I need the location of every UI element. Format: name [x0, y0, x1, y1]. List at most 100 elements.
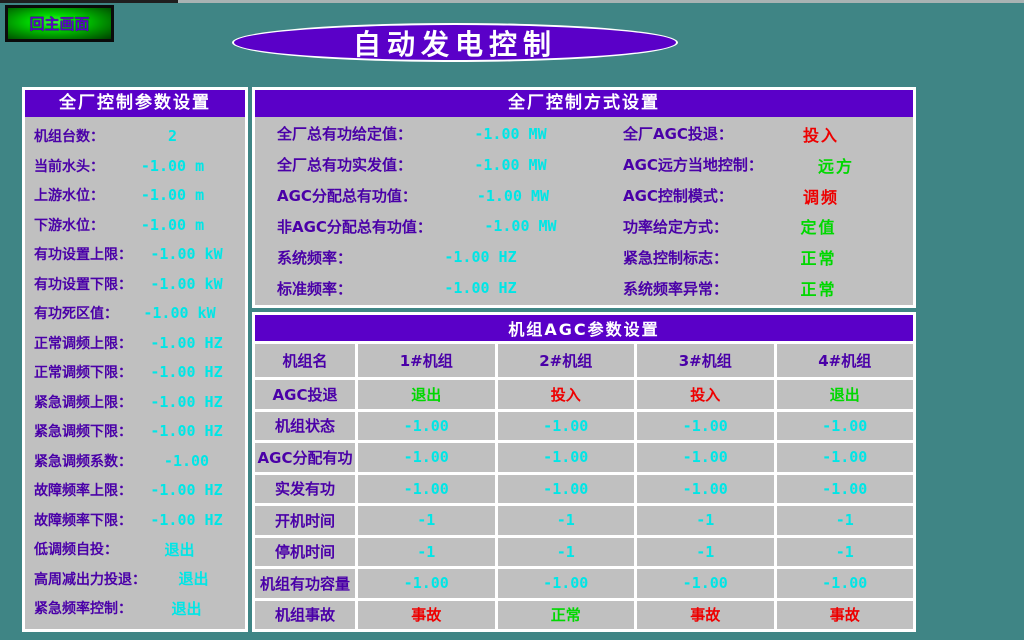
- mode-value-row-value: -1.00 MW: [476, 186, 550, 205]
- mode-value-row-value: -1.00 HZ: [444, 279, 517, 298]
- param-row-label: 上游水位：: [34, 188, 104, 204]
- param-row: 紧急调频上限： -1.00 HZ: [25, 388, 245, 416]
- param-row: 机组台数： 2: [25, 122, 245, 150]
- param-row-value: 退出: [171, 599, 202, 618]
- unit-cell-value: -1.00: [497, 443, 634, 472]
- unit-row-label: 机组状态: [255, 411, 355, 440]
- param-row: 紧急频率控制： 退出: [25, 594, 245, 622]
- param-row-value: 退出: [164, 540, 195, 559]
- control-mode-panel: 全厂控制方式设置 全厂总有功给定值： -1.00 MW 全厂总有功实发值： -1.00…: [252, 87, 916, 308]
- unit-cell-value: -1.00: [637, 411, 774, 440]
- mode-value-row-value: -1.00 MW: [484, 217, 557, 236]
- mode-status-row-value: 正常: [800, 249, 837, 269]
- mode-status-row-label: 系统频率异常：: [623, 279, 729, 298]
- param-row-label: 紧急调频下限：: [34, 424, 132, 440]
- unit-column-header: 2#机组: [497, 344, 634, 377]
- param-row: 低调频自投： 退出: [25, 535, 245, 563]
- plant-parameter-panel-header: 全厂控制参数设置: [25, 90, 245, 117]
- back-to-main-label: 回主画面: [29, 15, 90, 33]
- unit-row-label: 停机时间: [255, 537, 355, 566]
- param-row: 高周减出力投退： 退出: [25, 565, 245, 593]
- top-edge-light-strip: [178, 0, 1024, 3]
- param-row-value: -1.00 HZ: [150, 481, 223, 499]
- param-row-value: -1.00 HZ: [150, 510, 223, 529]
- unit-agc-table-header: 机组AGC参数设置: [255, 315, 913, 341]
- unit-cell-value: -1.00: [497, 474, 634, 503]
- unit-cell-value: 事故: [358, 600, 495, 629]
- mode-status-row: AGC远方当地控制： 远方: [613, 151, 913, 179]
- param-row-value: 2: [167, 127, 178, 145]
- param-row-value: -1.00 m: [140, 186, 205, 204]
- page-title: 自动发电控制: [352, 27, 557, 61]
- mode-status-row: AGC控制模式： 调频: [613, 182, 913, 210]
- unit-row-label: 机组有功容量: [255, 569, 355, 598]
- param-row-label: 有功设置下限：: [34, 276, 132, 293]
- param-row: 有功设置下限： -1.00 kW: [25, 270, 245, 298]
- param-row-value: -1.00 kW: [143, 304, 216, 322]
- title-ellipse: 自动发电控制: [232, 23, 678, 62]
- back-to-main-button[interactable]: 回主画面: [5, 5, 114, 42]
- unit-cell-value: 退出: [358, 380, 495, 409]
- unit-column-header: 1#机组: [358, 344, 495, 377]
- unit-cell-value: -1.00: [358, 443, 495, 472]
- control-mode-left-column: 全厂总有功给定值： -1.00 MW 全厂总有功实发值： -1.00 MW AGC分配总…: [255, 117, 613, 305]
- unit-cell-value: -1: [497, 537, 634, 566]
- param-row: 故障频率上限： -1.00 HZ: [25, 476, 245, 504]
- unit-name-row-label: 机组名: [255, 344, 355, 377]
- unit-cell-value: -1.00: [497, 569, 634, 598]
- unit-cell-value: -1: [637, 537, 774, 566]
- mode-status-row-label: 紧急控制标志：: [623, 248, 729, 267]
- unit-row-label: AGC分配有功: [255, 443, 355, 472]
- param-row-value: -1.00 kW: [150, 245, 223, 263]
- param-row-label: 紧急调频系数：: [34, 453, 132, 470]
- mode-value-row: 标准频率： -1.00 HZ: [255, 274, 613, 302]
- param-row-label: 低调频自投：: [34, 542, 118, 558]
- unit-cell-value: -1.00: [776, 411, 913, 440]
- param-row-value: -1.00 m: [140, 215, 205, 234]
- mode-status-row: 紧急控制标志： 正常: [613, 243, 913, 271]
- mode-value-row-label: 标准频率：: [277, 279, 353, 298]
- unit-cell-value: -1: [358, 506, 495, 535]
- unit-cell-value: -1: [776, 506, 913, 535]
- unit-cell-value: -1.00: [776, 443, 913, 472]
- mode-value-row: 全厂总有功给定值： -1.00 MW: [255, 120, 613, 148]
- mode-status-row-label: AGC控制模式：: [623, 187, 733, 206]
- param-row-value: -1.00 kW: [150, 274, 223, 293]
- unit-cell-value: -1.00: [637, 474, 774, 503]
- mode-value-row-label: 全厂总有功给定值：: [277, 125, 413, 144]
- unit-cell-value: -1: [637, 506, 774, 535]
- param-row: 正常调频上限： -1.00 HZ: [25, 329, 245, 357]
- control-mode-right-column: 全厂AGC投退： 投入 AGC远方当地控制： 远方 AGC控制模式： 调频 功率给定方式： 定…: [613, 117, 913, 305]
- mode-value-row: 系统频率： -1.00 HZ: [255, 243, 613, 271]
- mode-value-row-label: 系统频率：: [277, 248, 353, 267]
- unit-row-label: AGC投退: [255, 380, 355, 409]
- unit-cell-value: -1.00: [358, 569, 495, 598]
- mode-value-row-value: -1.00 MW: [474, 155, 547, 174]
- unit-cell-value: -1.00: [776, 474, 913, 503]
- mode-status-row-value: 投入: [802, 125, 839, 145]
- unit-cell-value: -1: [358, 537, 495, 566]
- unit-cell-value: -1.00: [637, 443, 774, 472]
- param-row-value: 退出: [178, 570, 209, 588]
- param-row-value: -1.00 HZ: [150, 363, 223, 381]
- mode-status-row-value: 调频: [802, 187, 839, 207]
- unit-cell-value: -1.00: [776, 569, 913, 598]
- unit-cell-value: 退出: [776, 380, 913, 409]
- unit-cell-value: -1: [497, 506, 634, 535]
- param-row: 有功设置上限： -1.00 kW: [25, 240, 245, 268]
- mode-value-row-label: AGC分配总有功值：: [277, 187, 417, 206]
- param-row: 下游水位： -1.00 m: [25, 211, 245, 239]
- top-edge-dark-strip: [0, 0, 178, 3]
- param-row: 有功死区值： -1.00 kW: [25, 299, 245, 327]
- control-mode-body: 全厂总有功给定值： -1.00 MW 全厂总有功实发值： -1.00 MW AGC分配总…: [255, 117, 913, 305]
- unit-cell-value: -1: [776, 537, 913, 566]
- param-row: 当前水头： -1.00 m: [25, 152, 245, 180]
- mode-value-row: 非AGC分配总有功值： -1.00 MW: [255, 212, 613, 240]
- mode-value-row: AGC分配总有功值： -1.00 MW: [255, 182, 613, 210]
- mode-status-row-value: 正常: [800, 280, 837, 300]
- param-row: 紧急调频下限： -1.00 HZ: [25, 417, 245, 445]
- param-row-value: -1.00 m: [140, 156, 205, 175]
- unit-row-label: 实发有功: [255, 474, 355, 503]
- control-mode-panel-header: 全厂控制方式设置: [255, 90, 913, 117]
